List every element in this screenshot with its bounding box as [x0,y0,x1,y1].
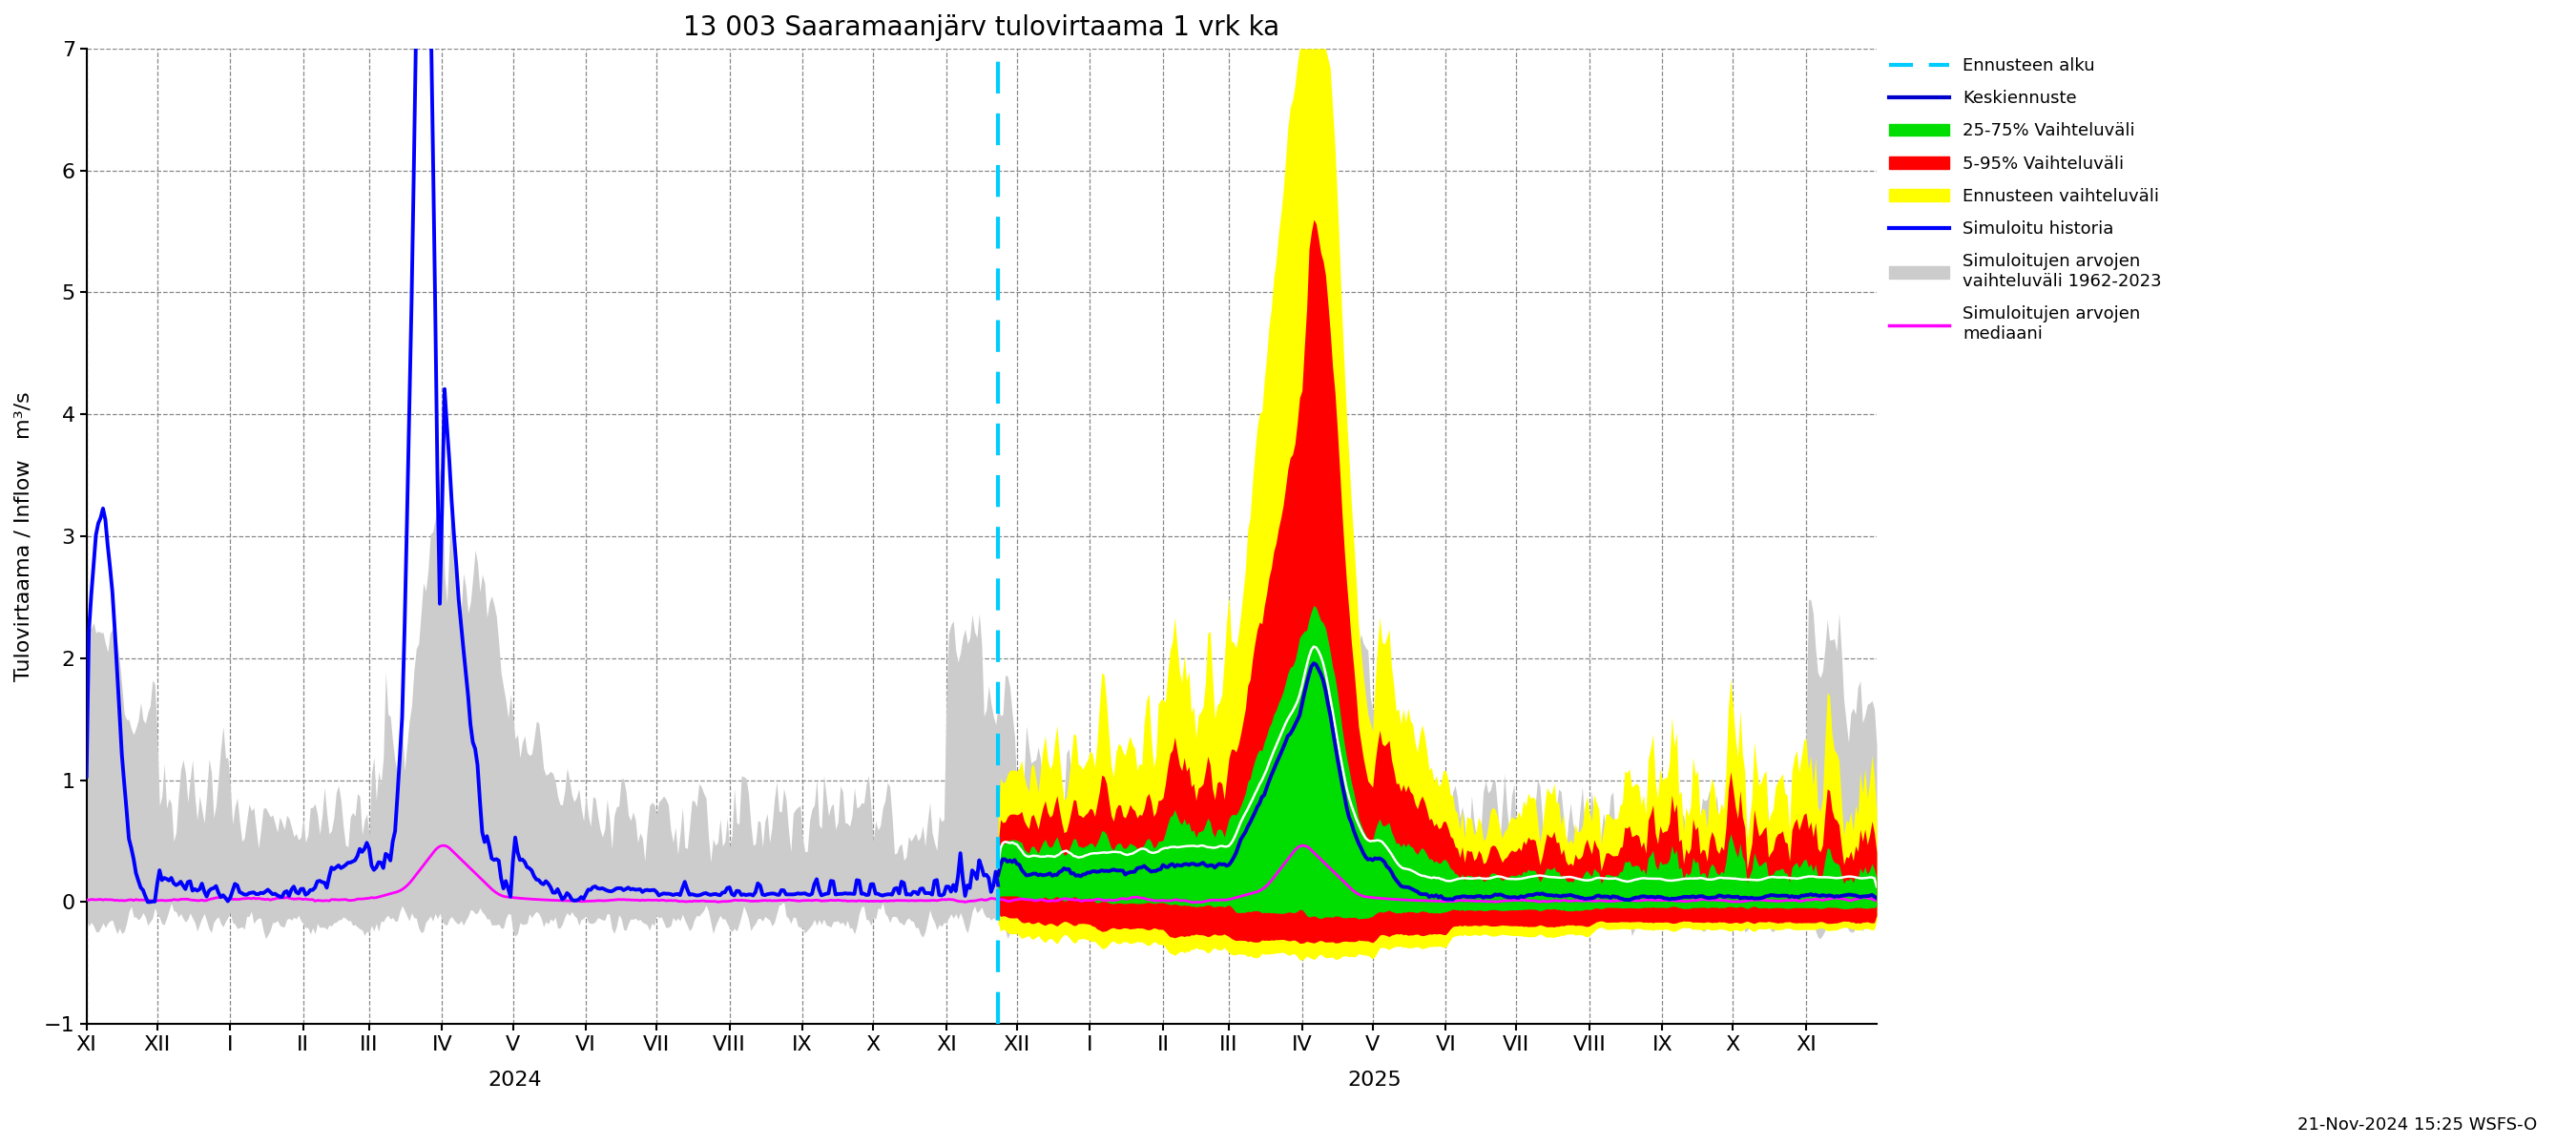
Title: 13 003 Saaramaanjärv tulovirtaama 1 vrk ka: 13 003 Saaramaanjärv tulovirtaama 1 vrk … [683,14,1280,41]
Y-axis label: Tulovirtaama / Inflow   m³/s: Tulovirtaama / Inflow m³/s [15,392,33,681]
Legend: Ennusteen alku, Keskiennuste, 25-75% Vaihteluväli, 5-95% Vaihteluväli, Ennusteen: Ennusteen alku, Keskiennuste, 25-75% Vai… [1888,57,2161,342]
Text: 2025: 2025 [1347,1071,1401,1089]
Text: 21-Nov-2024 15:25 WSFS-O: 21-Nov-2024 15:25 WSFS-O [2298,1116,2537,1134]
Text: 2024: 2024 [489,1071,541,1089]
